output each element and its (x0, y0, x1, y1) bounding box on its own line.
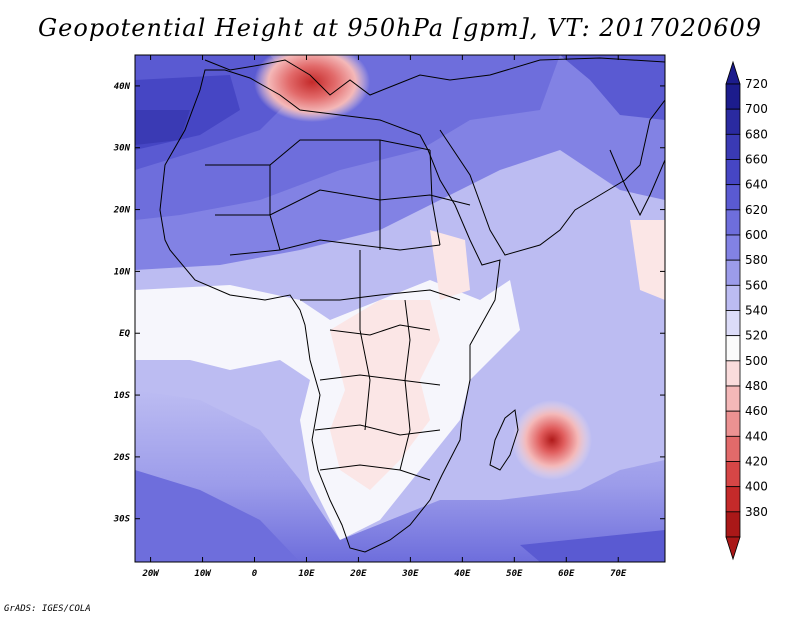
band-asia (560, 55, 665, 120)
colorbar-label: 480 (745, 379, 768, 393)
colorbar-label: 460 (745, 404, 768, 418)
lon-tick-label: 20W (141, 569, 160, 579)
border-6 (319, 374, 441, 386)
colorbar-swatch (725, 461, 741, 488)
border-10 (399, 299, 411, 471)
colorbar-top-arrow (725, 60, 741, 85)
colorbar-label: 660 (745, 153, 768, 167)
colorbar-swatch (725, 108, 741, 135)
grads-credit: GrADS: IGES/COLA (4, 604, 91, 614)
lat-tick-label: 10S (114, 391, 131, 401)
map-frame (134, 54, 666, 563)
lat-tick-label: 40N (114, 82, 131, 92)
lon-tick-label: 30E (401, 569, 419, 579)
band-520-central (330, 300, 440, 490)
madagascar-coast (489, 409, 519, 471)
band-south (135, 390, 665, 562)
india-coast (609, 149, 665, 217)
lat-tick-label: 30S (113, 515, 131, 525)
lon-tick-label: 0 (252, 569, 258, 579)
europe-coast (204, 57, 665, 96)
lat-tick-label: 30N (113, 144, 131, 154)
border-1 (205, 139, 431, 166)
border-9 (359, 250, 371, 431)
mascarene-low (512, 400, 592, 480)
colorbar-label: 600 (745, 228, 768, 242)
colorbar-swatch (725, 234, 741, 261)
colorbar-label: 500 (745, 354, 768, 368)
lon-tick-label: 20E (349, 569, 367, 579)
colorbar-label: 640 (745, 178, 768, 192)
colorbar-swatch (725, 133, 741, 160)
red-sea-arabia (439, 99, 665, 256)
colorbar-label: 720 (745, 77, 768, 91)
band-520-horn (430, 230, 470, 300)
border-3 (229, 239, 441, 256)
colorbar-swatch (725, 410, 741, 437)
lon-tick-label: 10W (194, 569, 212, 579)
colorbar-label: 560 (745, 278, 768, 292)
band-680 (135, 110, 190, 145)
colorbar-swatch (725, 284, 741, 311)
lon-tick-label: 40E (454, 569, 471, 579)
colorbar-label: 620 (745, 203, 768, 217)
colorbar-swatch (725, 209, 741, 236)
mediterranean-trough (254, 55, 370, 122)
colorbar-swatch (725, 435, 741, 462)
colorbar-label: 520 (745, 329, 768, 343)
colorbar-label: 580 (745, 253, 768, 267)
lat-axis: 40N 30N 20N 10N EQ 10S 20S 30S (113, 82, 665, 525)
lon-axis: 20W 10W 0 10E 20E 30E 40E 50E 60E 70E (141, 55, 627, 579)
border-2 (215, 189, 471, 216)
colorbar-swatch (725, 159, 741, 186)
border-11 (269, 165, 281, 251)
colorbar-label: 400 (745, 480, 768, 494)
colorbar: 720 700 680 660 640 620 600 580 560 540 520 500 480 4… (725, 60, 768, 561)
colorbar-label: 420 (745, 455, 768, 469)
coastlines-borders (159, 57, 665, 553)
border-7 (314, 424, 441, 436)
colorbar-label: 700 (745, 102, 768, 116)
lat-tick-label: EQ (119, 329, 130, 339)
border-4 (300, 289, 461, 301)
border-5 (329, 324, 431, 336)
colorbar-swatch (725, 259, 741, 286)
lat-tick-label: 20S (113, 453, 131, 463)
band-southeast (520, 530, 665, 562)
lon-tick-label: 70E (610, 569, 627, 579)
lon-tick-label: 60E (558, 569, 575, 579)
colorbar-swatch (725, 335, 741, 362)
field-shading (135, 55, 665, 562)
colorbar-swatch (725, 486, 741, 513)
chart-title: Geopotential Height at 950hPa [gpm], VT:… (38, 14, 762, 42)
colorbar-bottom-arrow (725, 536, 741, 561)
colorbar-swatch (725, 184, 741, 211)
africa-coastline (159, 69, 501, 553)
lon-tick-label: 10E (298, 569, 315, 579)
colorbar-swatch (725, 360, 741, 387)
colorbar-swatch (725, 385, 741, 412)
colorbar-label: 680 (745, 127, 768, 141)
colorbar-swatch (725, 310, 741, 337)
band-520-indian-ocean (630, 220, 665, 300)
border-8 (319, 464, 431, 481)
colorbar-label: 380 (745, 505, 768, 519)
lat-tick-label: 20N (113, 206, 131, 216)
lat-tick-label: 10N (114, 267, 131, 277)
border-13 (429, 149, 441, 246)
lon-tick-label: 50E (506, 569, 523, 579)
colorbar-swatch (725, 83, 741, 110)
colorbar-label: 540 (745, 304, 768, 318)
colorbar-label: 440 (745, 429, 768, 443)
band-southwest (135, 470, 300, 562)
colorbar-swatch (725, 511, 741, 538)
